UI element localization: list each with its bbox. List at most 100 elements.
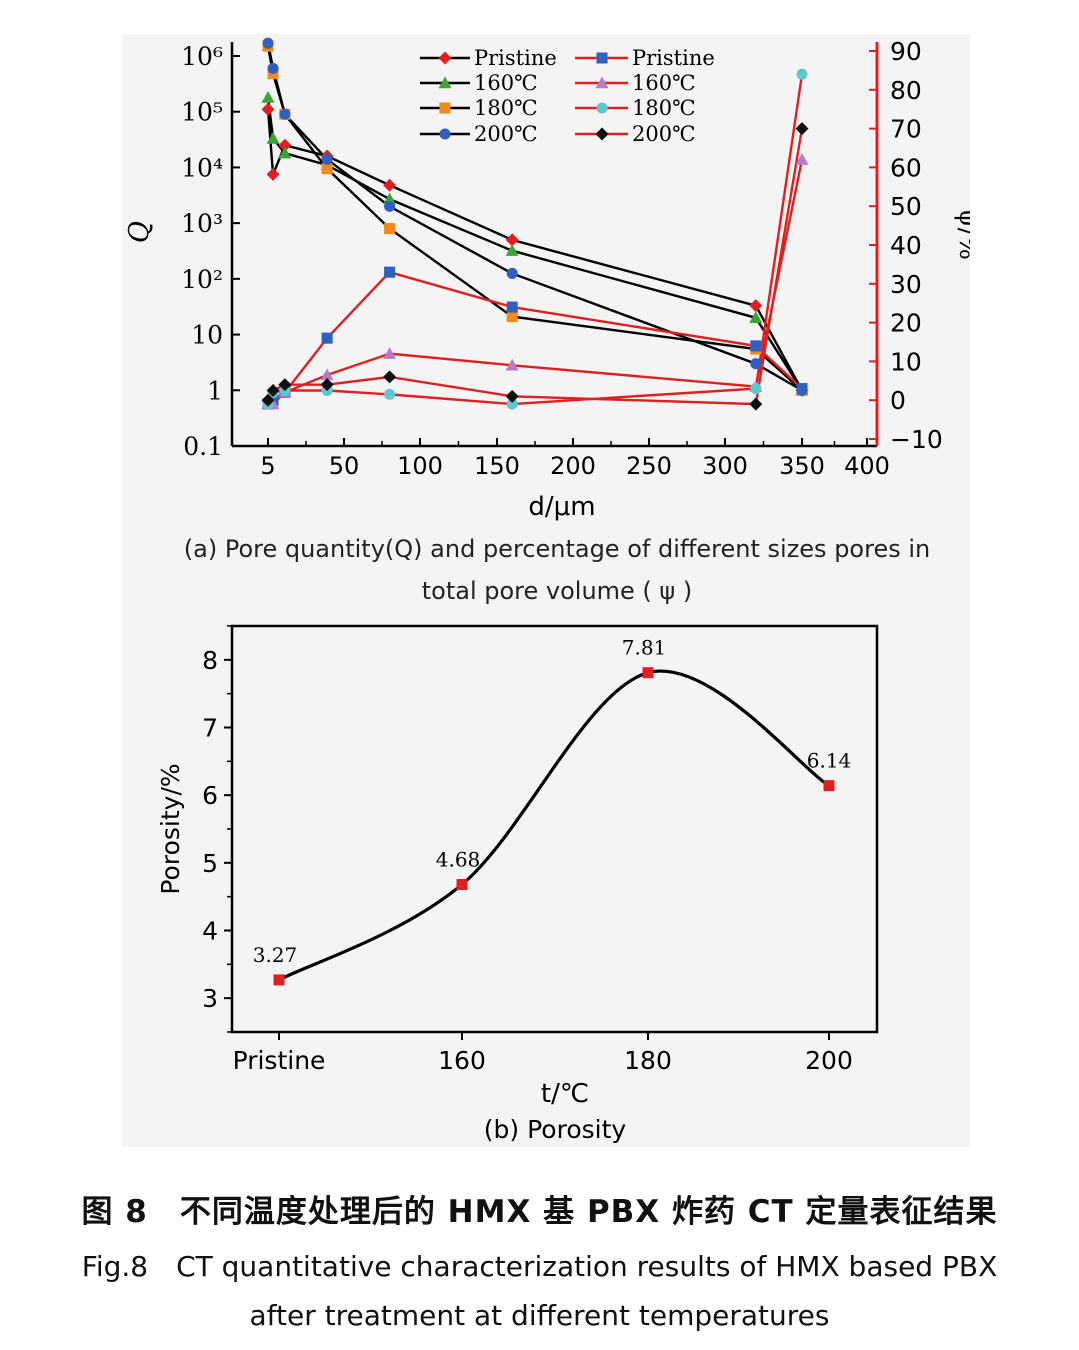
a-series-markers [261, 37, 809, 411]
a-legend-marker [439, 128, 451, 140]
a-legend-marker [438, 76, 452, 89]
a-q-point [749, 299, 763, 313]
a-q-point [278, 146, 292, 159]
a-q-point [261, 102, 275, 116]
a-y-left-tick-label: 10⁵ [181, 98, 223, 127]
a-psi-point [506, 301, 518, 313]
a-psi-point [320, 378, 334, 392]
a-y-right-tick-label: 0 [890, 386, 906, 415]
a-x-tick-label: 50 [329, 452, 360, 480]
a-q-point [267, 62, 279, 74]
a-psi-series-line [266, 128, 804, 406]
b-point [273, 974, 285, 986]
a-legend-marker [596, 52, 608, 64]
a-q-point [279, 108, 291, 120]
a-psi-point [266, 384, 280, 397]
b-data-label: 6.14 [807, 749, 852, 773]
a-psi-point [261, 393, 275, 407]
a-legend-label: 180℃ [474, 96, 538, 120]
a-q-point [261, 90, 275, 103]
a-legend-label: 160℃ [632, 71, 696, 95]
a-psi-point [383, 370, 397, 384]
b-markers [273, 667, 835, 986]
b-x-label: t/℃ [541, 1079, 589, 1109]
a-y-right-tick-label: 80 [890, 76, 922, 105]
a-q-point [262, 37, 274, 49]
b-porosity-curve [278, 669, 830, 982]
a-x-label: d/μm [528, 492, 595, 522]
a-psi-point [384, 388, 396, 400]
a-y-left-tick-label: 10 [191, 321, 223, 350]
a-y-right-tick-label: 70 [890, 115, 922, 144]
a-y-right-tick-label: 60 [890, 153, 922, 182]
b-x-tick-label: 200 [805, 1046, 853, 1075]
b-y-label: Porosity/% [156, 763, 185, 894]
a-y-left-label: Q [124, 221, 155, 243]
b-frame [230, 624, 879, 1034]
a-y-left-tick-label: 10⁶ [181, 42, 223, 71]
a-psi-point [749, 397, 763, 411]
a-x-tick-label: 5 [260, 452, 275, 480]
a-psi-point [796, 68, 808, 80]
a-x-tick-label: 350 [779, 452, 825, 480]
b-point [823, 780, 835, 792]
b-data-label: 3.27 [253, 943, 298, 967]
a-y-right-tick-label: 50 [890, 192, 922, 221]
a-q-point [506, 267, 518, 279]
a-y-right-label: ψ/% [954, 208, 970, 260]
a-legend-label: 180℃ [632, 96, 696, 120]
b-y-tick-label: 6 [202, 781, 218, 810]
a-q-point [506, 311, 518, 323]
a-x-tick-label: 150 [474, 452, 520, 480]
caption-english-line1: Fig.8 CT quantitative characterization r… [81, 1250, 998, 1283]
figure-caption: 图 8 不同温度处理后的 HMX 基 PBX 炸药 CT 定量表征结果 Fig.… [0, 1186, 1079, 1332]
a-legend-label: 160℃ [474, 71, 538, 95]
b-y-ticks: 3 4 5 6 7 8 [202, 625, 232, 1033]
a-legend-label: 200℃ [632, 122, 696, 146]
a-y-right-tick-label: 20 [890, 309, 922, 338]
a-legend-marker [439, 102, 451, 114]
caption-english-line2: after treatment at different temperature… [249, 1299, 830, 1332]
a-x-ticks: 5 50 100 150 200 250 300 350 400 [260, 438, 890, 480]
b-panel-caption: (b) Porosity [484, 1115, 627, 1144]
a-psi-point [750, 340, 762, 352]
b-y-tick-label: 7 [202, 714, 218, 743]
a-y-right-tick-label: 40 [890, 231, 922, 260]
a-psi-point [795, 153, 809, 165]
a-y-right-ticks: −10 0 10 20 30 40 50 60 70 80 90 [869, 37, 943, 454]
b-x-tick-label: Pristine [233, 1046, 326, 1075]
a-y-left-tick-label: 0.1 [183, 432, 223, 461]
b-data-label: 4.68 [436, 847, 481, 871]
a-q-point [505, 244, 519, 256]
a-y-right-tick-label: 30 [890, 270, 922, 299]
a-x-tick-label: 400 [844, 452, 890, 480]
a-legend-marker [596, 102, 608, 114]
a-y-left-tick-label: 10⁴ [181, 153, 223, 182]
a-q-point [321, 163, 333, 175]
a-psi-point [795, 122, 809, 136]
a-y-right-tick-label: 10 [890, 347, 922, 376]
figure-panel: 5 50 100 150 200 250 300 350 400 0.1 1 10 10² 10³ 10⁴… [122, 34, 983, 1147]
panel-a: 5 50 100 150 200 250 300 350 400 0.111010²10³10⁴… [124, 37, 983, 605]
a-psi-point [321, 332, 333, 344]
b-y-tick-label: 4 [202, 917, 218, 946]
a-y-left-ticks: 0.1 1 10 10² 10³ 10⁴ 10⁵ 10⁶ [181, 42, 240, 461]
a-x-tick-label: 200 [550, 452, 596, 480]
a-panel-caption: (a) Pore quantity(Q) and percentage of d… [183, 535, 931, 605]
a-y-left-tick-label: 1 [207, 376, 223, 405]
a-q-point [384, 200, 396, 212]
a-q-point [505, 233, 519, 247]
a-q-point [750, 358, 762, 370]
a-q-point [266, 167, 280, 181]
a-psi-point [796, 383, 808, 395]
a-psi-point [278, 378, 292, 392]
b-y-tick-label: 8 [202, 646, 218, 675]
a-y-right-tick-label: −10 [890, 425, 943, 454]
a-q-point [384, 223, 396, 235]
a-y-left-tick-label: 10³ [181, 209, 223, 238]
a-y-right-tick-label: 90 [890, 37, 922, 66]
a-x-tick-label: 300 [702, 452, 748, 480]
a-caption-box: (a) Pore quantity(Q) and percentage of d… [183, 535, 931, 605]
a-q-point [278, 138, 292, 152]
